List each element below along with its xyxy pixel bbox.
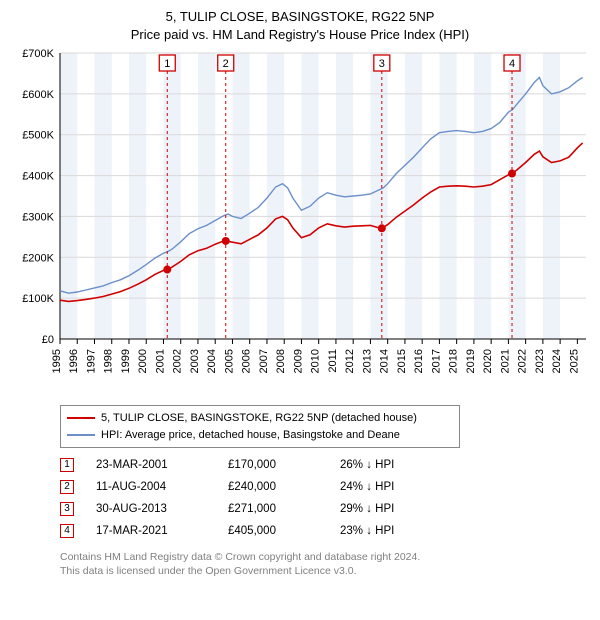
legend-swatch	[67, 434, 95, 436]
x-tick-label: 2012	[344, 349, 356, 373]
chart-title-line2: Price paid vs. HM Land Registry's House …	[10, 26, 590, 44]
y-tick-label: £200K	[22, 252, 54, 264]
footnote-line2: This data is licensed under the Open Gov…	[60, 564, 590, 578]
x-tick-label: 2013	[361, 349, 373, 373]
page-root: 5, TULIP CLOSE, BASINGSTOKE, RG22 5NP Pr…	[0, 0, 600, 578]
x-tick-label: 2014	[379, 349, 391, 373]
footnote: Contains HM Land Registry data © Crown c…	[60, 550, 590, 578]
chart-svg: £0 £100K £200K £300K £400K £500K £600K £700K 199…	[10, 49, 590, 399]
x-tick-label: 2006	[241, 349, 253, 373]
x-tick-label: 1997	[85, 349, 97, 373]
sale-row-date: 23-MAR-2001	[96, 459, 206, 471]
sale-marker-number: 1	[164, 58, 170, 70]
sale-row-price: £405,000	[228, 525, 318, 537]
sale-row: 4 17-MAR-2021 £405,000 23% ↓ HPI	[60, 520, 590, 542]
sale-dot	[222, 237, 230, 245]
y-tick-label: £300K	[22, 212, 54, 224]
legend-label: HPI: Average price, detached house, Basi…	[101, 427, 400, 444]
sale-row-price: £271,000	[228, 503, 318, 515]
x-tick-label: 2001	[154, 349, 166, 373]
x-tick-label: 2019	[465, 349, 477, 373]
sale-dot	[378, 224, 386, 232]
y-tick-label: £500K	[22, 130, 54, 142]
chart-title-line1: 5, TULIP CLOSE, BASINGSTOKE, RG22 5NP	[10, 8, 590, 26]
chart-area: £0 £100K £200K £300K £400K £500K £600K £700K 199…	[10, 49, 590, 399]
x-tick-label: 2003	[189, 349, 201, 373]
x-tick-label: 2018	[448, 349, 460, 373]
x-tick-label: 2005	[223, 349, 235, 373]
sale-marker-number: 3	[379, 58, 385, 70]
sale-row-delta: 26% ↓ HPI	[340, 459, 430, 471]
y-tick-label: £100K	[22, 293, 54, 305]
x-tick-label: 2000	[137, 349, 149, 373]
legend-row: HPI: Average price, detached house, Basi…	[67, 427, 453, 444]
x-tick-label: 1998	[103, 349, 115, 373]
x-tick-label: 2023	[534, 349, 546, 373]
sale-row: 3 30-AUG-2013 £271,000 29% ↓ HPI	[60, 498, 590, 520]
sale-row-date: 17-MAR-2021	[96, 525, 206, 537]
x-tick-label: 2017	[430, 349, 442, 373]
sale-marker-number: 2	[223, 58, 229, 70]
sale-row: 2 11-AUG-2004 £240,000 24% ↓ HPI	[60, 476, 590, 498]
sale-row-delta: 24% ↓ HPI	[340, 481, 430, 493]
sale-row-price: £170,000	[228, 459, 318, 471]
sale-row-marker: 2	[60, 480, 74, 494]
legend-swatch	[67, 417, 95, 419]
x-tick-label: 2008	[275, 349, 287, 373]
sale-dot	[508, 170, 516, 178]
sale-row: 1 23-MAR-2001 £170,000 26% ↓ HPI	[60, 454, 590, 476]
x-tick-label: 2002	[172, 349, 184, 373]
x-tick-label: 2021	[499, 349, 511, 373]
x-tick-label: 2009	[292, 349, 304, 373]
sales-table: 1 23-MAR-2001 £170,000 26% ↓ HPI 2 11-AUG-200…	[60, 454, 590, 542]
sale-row-price: £240,000	[228, 481, 318, 493]
legend-label: 5, TULIP CLOSE, BASINGSTOKE, RG22 5NP (d…	[101, 410, 417, 427]
x-tick-label: 2004	[206, 349, 218, 373]
sale-row-date: 11-AUG-2004	[96, 481, 206, 493]
x-tick-label: 1995	[51, 349, 63, 373]
sale-row-marker: 1	[60, 458, 74, 472]
y-tick-label: £600K	[22, 89, 54, 101]
x-tick-label: 2016	[413, 349, 425, 373]
legend-row: 5, TULIP CLOSE, BASINGSTOKE, RG22 5NP (d…	[67, 410, 453, 427]
x-tick-label: 2024	[551, 349, 563, 373]
sale-row-date: 30-AUG-2013	[96, 503, 206, 515]
y-tick-label: £0	[42, 334, 54, 346]
x-tick-label: 2020	[482, 349, 494, 373]
x-tick-label: 2022	[517, 349, 529, 373]
x-tick-label: 2015	[396, 349, 408, 373]
sale-dot	[163, 266, 171, 274]
x-tick-label: 2007	[258, 349, 270, 373]
x-tick-label: 1999	[120, 349, 132, 373]
y-tick-label: £700K	[22, 49, 54, 60]
sale-row-delta: 23% ↓ HPI	[340, 525, 430, 537]
legend: 5, TULIP CLOSE, BASINGSTOKE, RG22 5NP (d…	[60, 405, 460, 448]
sale-row-delta: 29% ↓ HPI	[340, 503, 430, 515]
y-tick-label: £400K	[22, 171, 54, 183]
x-tick-label: 2011	[327, 349, 339, 373]
x-tick-label: 1996	[68, 349, 80, 373]
sale-marker-number: 4	[509, 58, 515, 70]
x-tick-label: 2025	[568, 349, 580, 373]
sale-row-marker: 4	[60, 524, 74, 538]
x-tick-label: 2010	[310, 349, 322, 373]
sale-row-marker: 3	[60, 502, 74, 516]
footnote-line1: Contains HM Land Registry data © Crown c…	[60, 550, 590, 564]
